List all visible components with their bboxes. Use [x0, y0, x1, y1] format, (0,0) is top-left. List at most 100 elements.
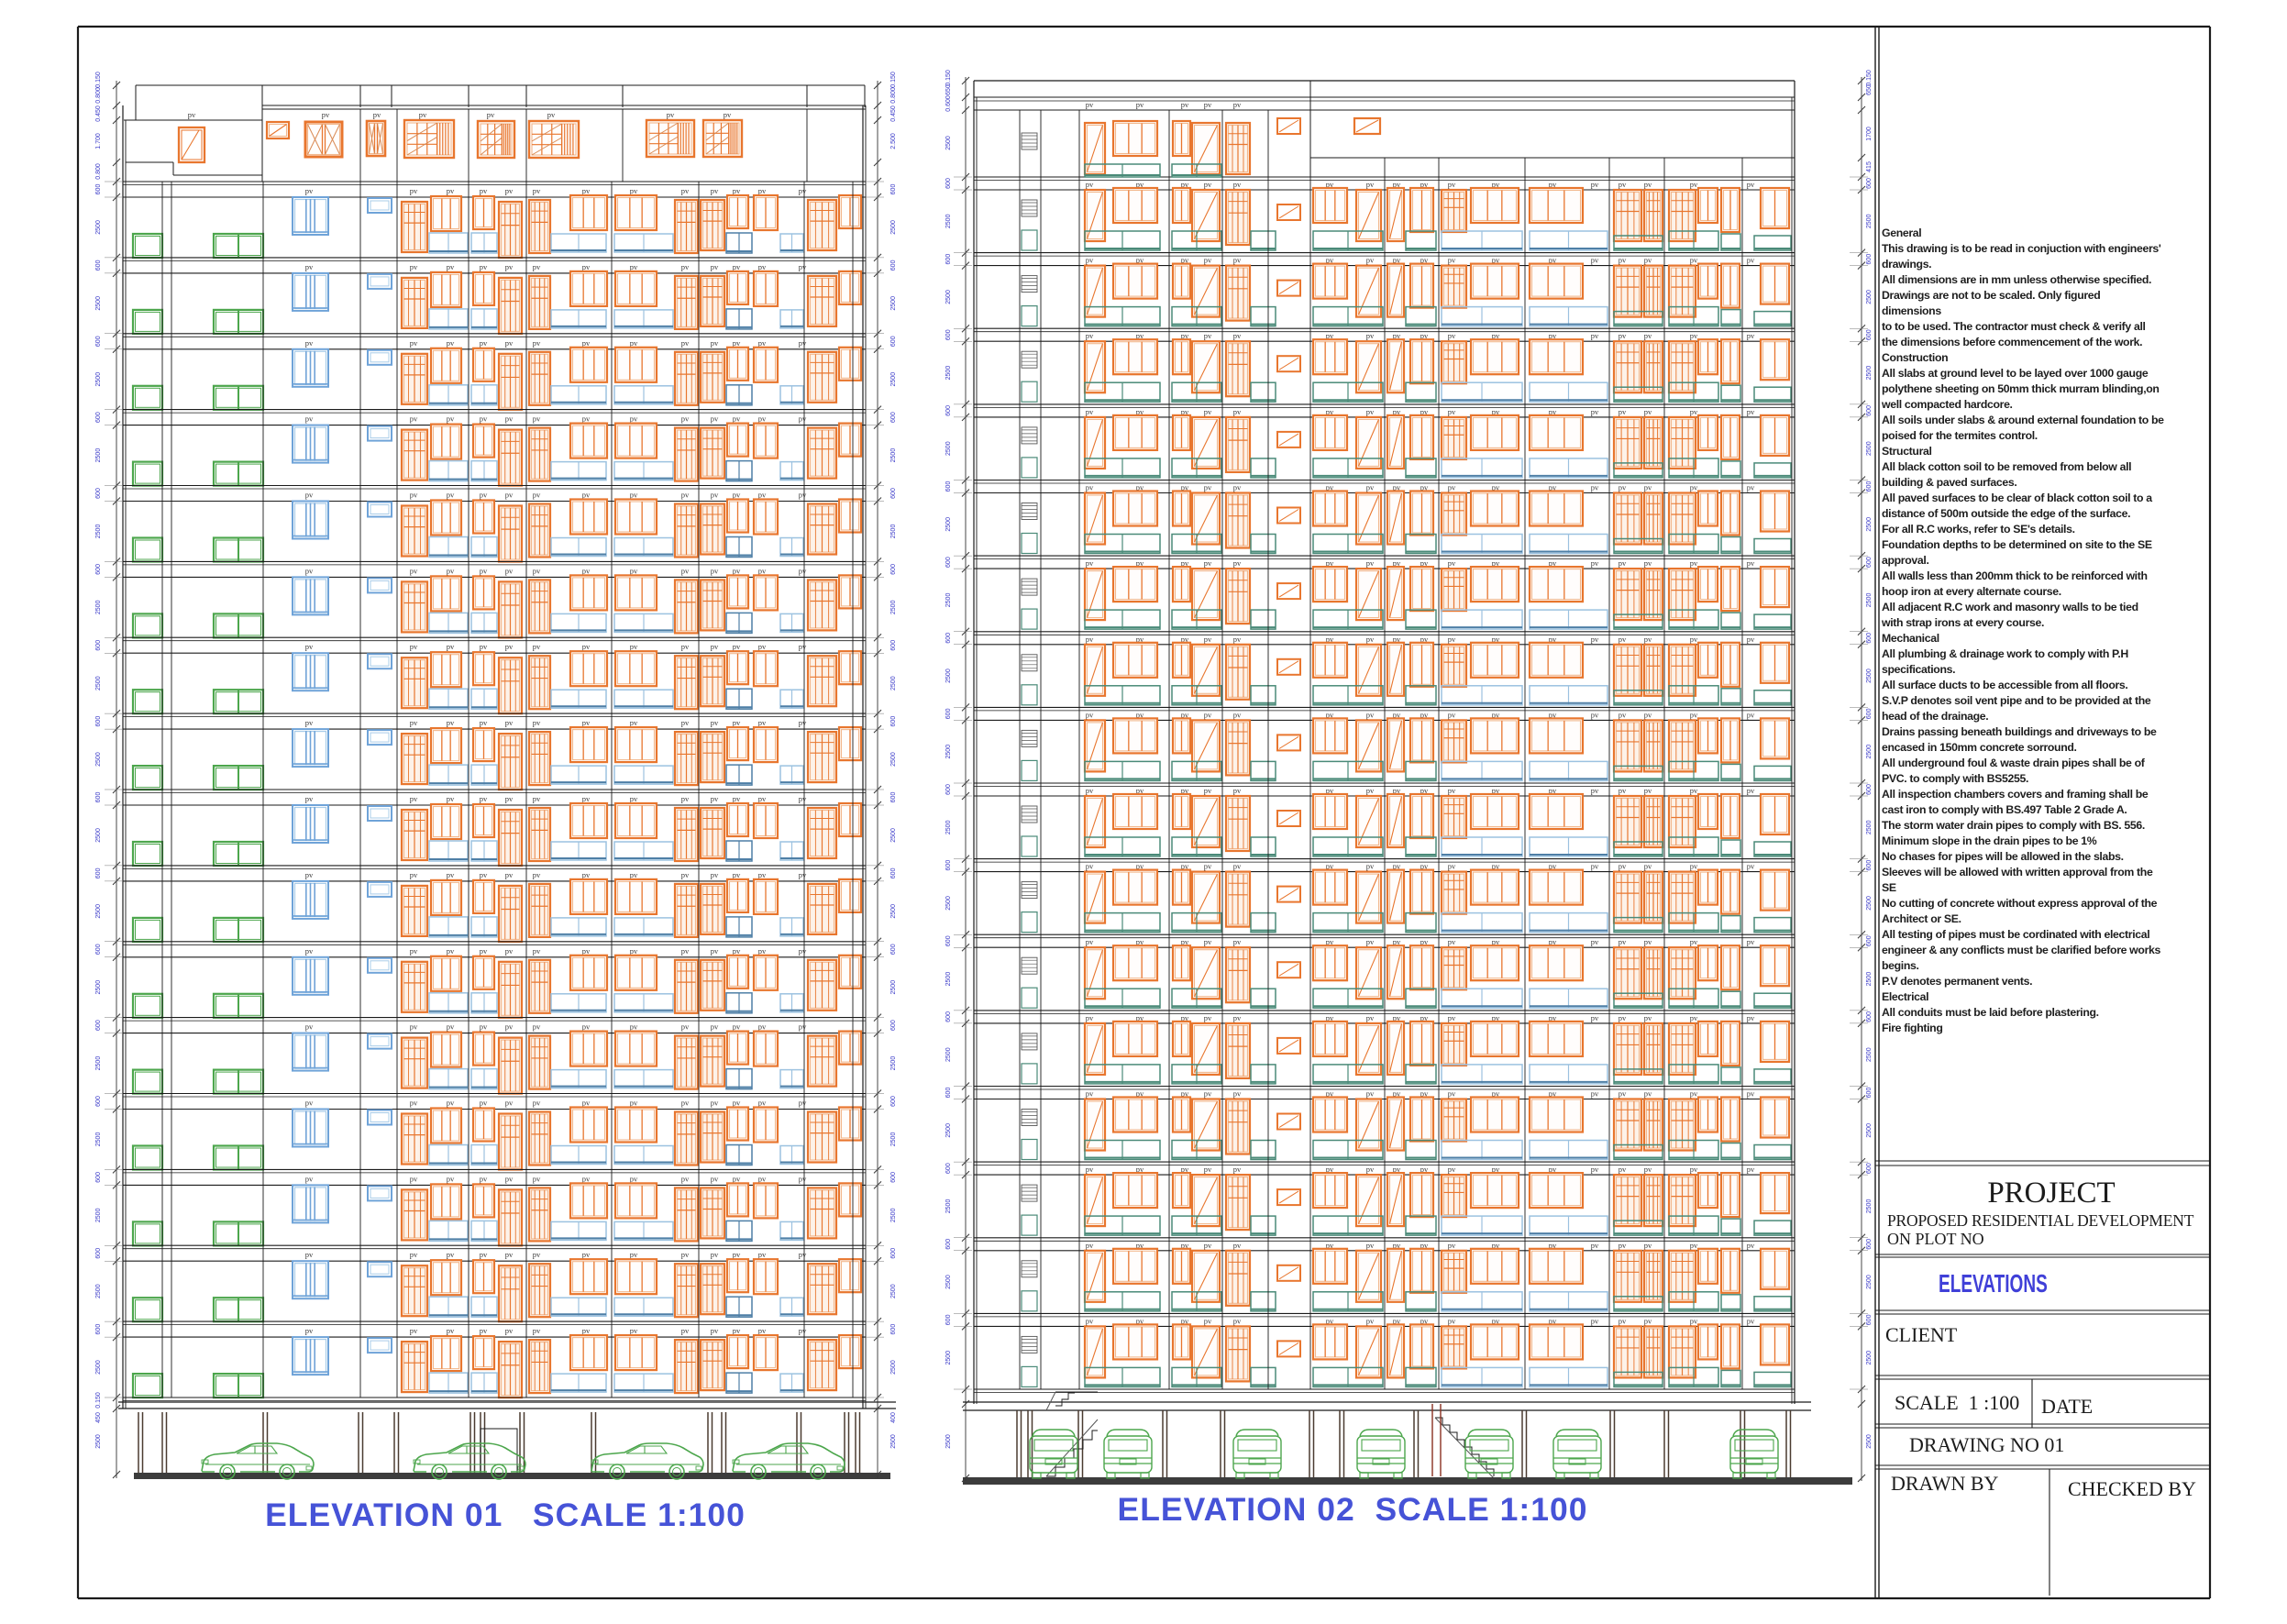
svg-text:600: 600: [1866, 935, 1873, 946]
svg-text:approval.: approval.: [1882, 554, 1929, 567]
svg-text:cast iron to comply with BS.49: cast iron to comply with BS.497 Table 2 …: [1882, 803, 2127, 816]
svg-text:polythene sheeting on 50mm thi: polythene sheeting on 50mm thick murram …: [1882, 382, 2160, 395]
svg-text:600: 600: [890, 716, 897, 727]
svg-text:to to be used. The contractor: to to be used. The contractor must check…: [1882, 320, 2146, 333]
svg-text:600: 600: [890, 412, 897, 423]
svg-text:All walls less than 200mm thic: All walls less than 200mm thick to be re…: [1882, 569, 2148, 582]
svg-text:2500: 2500: [1866, 366, 1873, 381]
svg-text:600: 600: [945, 1163, 952, 1174]
svg-text:pv: pv: [373, 110, 381, 119]
svg-text:All underground foul & waste d: All underground foul & waste drain pipes…: [1882, 757, 2146, 769]
svg-text:SE: SE: [1882, 881, 1896, 894]
svg-text:Fire fighting: Fire fighting: [1882, 1022, 1943, 1034]
svg-text:2500: 2500: [945, 1351, 952, 1365]
svg-text:pv: pv: [1233, 100, 1242, 109]
svg-text:ELEVATION 01 SCALE 1:100: ELEVATION 01 SCALE 1:100: [265, 1497, 746, 1533]
svg-text:600: 600: [1866, 481, 1873, 492]
svg-text:2500: 2500: [890, 525, 897, 539]
svg-text:pv: pv: [547, 110, 556, 119]
svg-text:600: 600: [95, 564, 102, 575]
svg-text:600: 600: [95, 792, 102, 803]
svg-text:encased in 150mm concrete sorr: encased in 150mm concrete sorround.: [1882, 741, 2077, 754]
svg-text:600: 600: [890, 944, 897, 955]
svg-text:2500: 2500: [945, 1275, 952, 1289]
svg-text:Foundation depths to be determ: Foundation depths to be determined on si…: [1882, 538, 2152, 551]
svg-text:2500: 2500: [945, 745, 952, 759]
svg-text:600: 600: [1866, 708, 1873, 719]
svg-text:0.150: 0.150: [95, 72, 102, 88]
svg-text:Minimum slope in the drain pip: Minimum slope in the drain pipes to be 1…: [1882, 834, 2097, 847]
svg-text:2500: 2500: [945, 290, 952, 304]
svg-text:2500: 2500: [890, 828, 897, 843]
svg-text:The storm water drain pipes to: The storm water drain pipes to comply wi…: [1882, 819, 2145, 832]
svg-text:2500: 2500: [95, 220, 102, 235]
svg-text:No cutting of concrete without: No cutting of concrete without express a…: [1882, 897, 2158, 910]
svg-text:DRAWN BY: DRAWN BY: [1891, 1472, 1999, 1495]
svg-text:2500: 2500: [945, 517, 952, 532]
svg-text:2500: 2500: [890, 296, 897, 311]
svg-text:pv: pv: [487, 110, 495, 119]
svg-text:600: 600: [95, 184, 102, 195]
svg-text:600: 600: [890, 1096, 897, 1107]
svg-text:2500: 2500: [945, 1199, 952, 1214]
svg-text:450: 450: [95, 1412, 102, 1423]
svg-text:600: 600: [945, 557, 952, 568]
svg-text:Mechanical: Mechanical: [1882, 632, 1939, 645]
svg-text:2500: 2500: [95, 752, 102, 767]
svg-text:600: 600: [95, 867, 102, 878]
svg-text:2500: 2500: [945, 972, 952, 987]
svg-text:CHECKED BY: CHECKED BY: [2068, 1477, 2196, 1500]
svg-text:specifications.: specifications.: [1882, 663, 1955, 676]
svg-text:2500: 2500: [890, 448, 897, 463]
svg-text:600: 600: [95, 412, 102, 423]
svg-text:2500: 2500: [1866, 593, 1873, 608]
svg-text:2500: 2500: [95, 1056, 102, 1071]
svg-text:2500: 2500: [95, 828, 102, 843]
svg-text:600: 600: [890, 184, 897, 195]
svg-text:ELEVATIONS: ELEVATIONS: [1939, 1269, 2048, 1298]
svg-text:2500: 2500: [1866, 668, 1873, 683]
svg-text:600: 600: [890, 488, 897, 499]
svg-text:1700: 1700: [1866, 127, 1873, 141]
svg-text:hoop iron at every alternate c: hoop iron at every alternate course.: [1882, 585, 2061, 598]
svg-text:2500: 2500: [945, 820, 952, 834]
svg-text:2500: 2500: [890, 372, 897, 387]
svg-text:2500: 2500: [1866, 441, 1873, 456]
svg-text:2500: 2500: [890, 1132, 897, 1147]
svg-text:2500: 2500: [890, 980, 897, 995]
svg-text:PVC. to comply with BS5255.: PVC. to comply with BS5255.: [1882, 772, 2028, 785]
svg-text:2500: 2500: [890, 1056, 897, 1071]
svg-text:650: 650: [945, 84, 952, 95]
svg-text:600: 600: [945, 784, 952, 795]
svg-text:pv: pv: [1086, 100, 1094, 109]
svg-text:600: 600: [1866, 633, 1873, 644]
svg-text:2500: 2500: [945, 366, 952, 381]
svg-text:All paved surfaces to be clear: All paved surfaces to be clear of black …: [1882, 492, 2152, 504]
svg-text:CLIENT: CLIENT: [1885, 1323, 1958, 1346]
svg-text:600: 600: [945, 1314, 952, 1325]
svg-text:2500: 2500: [945, 1434, 952, 1449]
svg-text:0.800: 0.800: [95, 163, 102, 180]
svg-text:600: 600: [1866, 254, 1873, 265]
svg-text:building & paved surfaces.: building & paved surfaces.: [1882, 476, 2016, 489]
svg-text:2500: 2500: [1866, 290, 1873, 304]
svg-text:poised for the termites contro: poised for the termites control.: [1882, 429, 2038, 442]
svg-text:All dimensions are in mm unles: All dimensions are in mm unless otherwis…: [1882, 273, 2151, 286]
svg-text:All plumbing & drainage work t: All plumbing & drainage work to comply w…: [1882, 647, 2128, 660]
svg-text:600: 600: [1866, 329, 1873, 340]
svg-text:2500: 2500: [1866, 517, 1873, 532]
svg-text:600: 600: [95, 1248, 102, 1259]
svg-text:2500: 2500: [945, 593, 952, 608]
svg-text:2500: 2500: [1866, 1199, 1873, 1214]
svg-text:All inspection chambers covers: All inspection chambers covers and frami…: [1882, 788, 2149, 801]
svg-text:Drains passing beneath buildin: Drains passing beneath buildings and dri…: [1882, 725, 2157, 738]
svg-text:0.450: 0.450: [890, 105, 897, 122]
svg-text:1.700: 1.700: [95, 133, 102, 149]
svg-text:2500: 2500: [1866, 1047, 1873, 1062]
svg-text:600: 600: [1866, 1088, 1873, 1099]
svg-text:2500: 2500: [95, 448, 102, 463]
svg-text:600: 600: [95, 1096, 102, 1107]
svg-text:dimensions: dimensions: [1882, 304, 1941, 317]
svg-text:2500: 2500: [945, 136, 952, 150]
svg-text:600: 600: [95, 716, 102, 727]
